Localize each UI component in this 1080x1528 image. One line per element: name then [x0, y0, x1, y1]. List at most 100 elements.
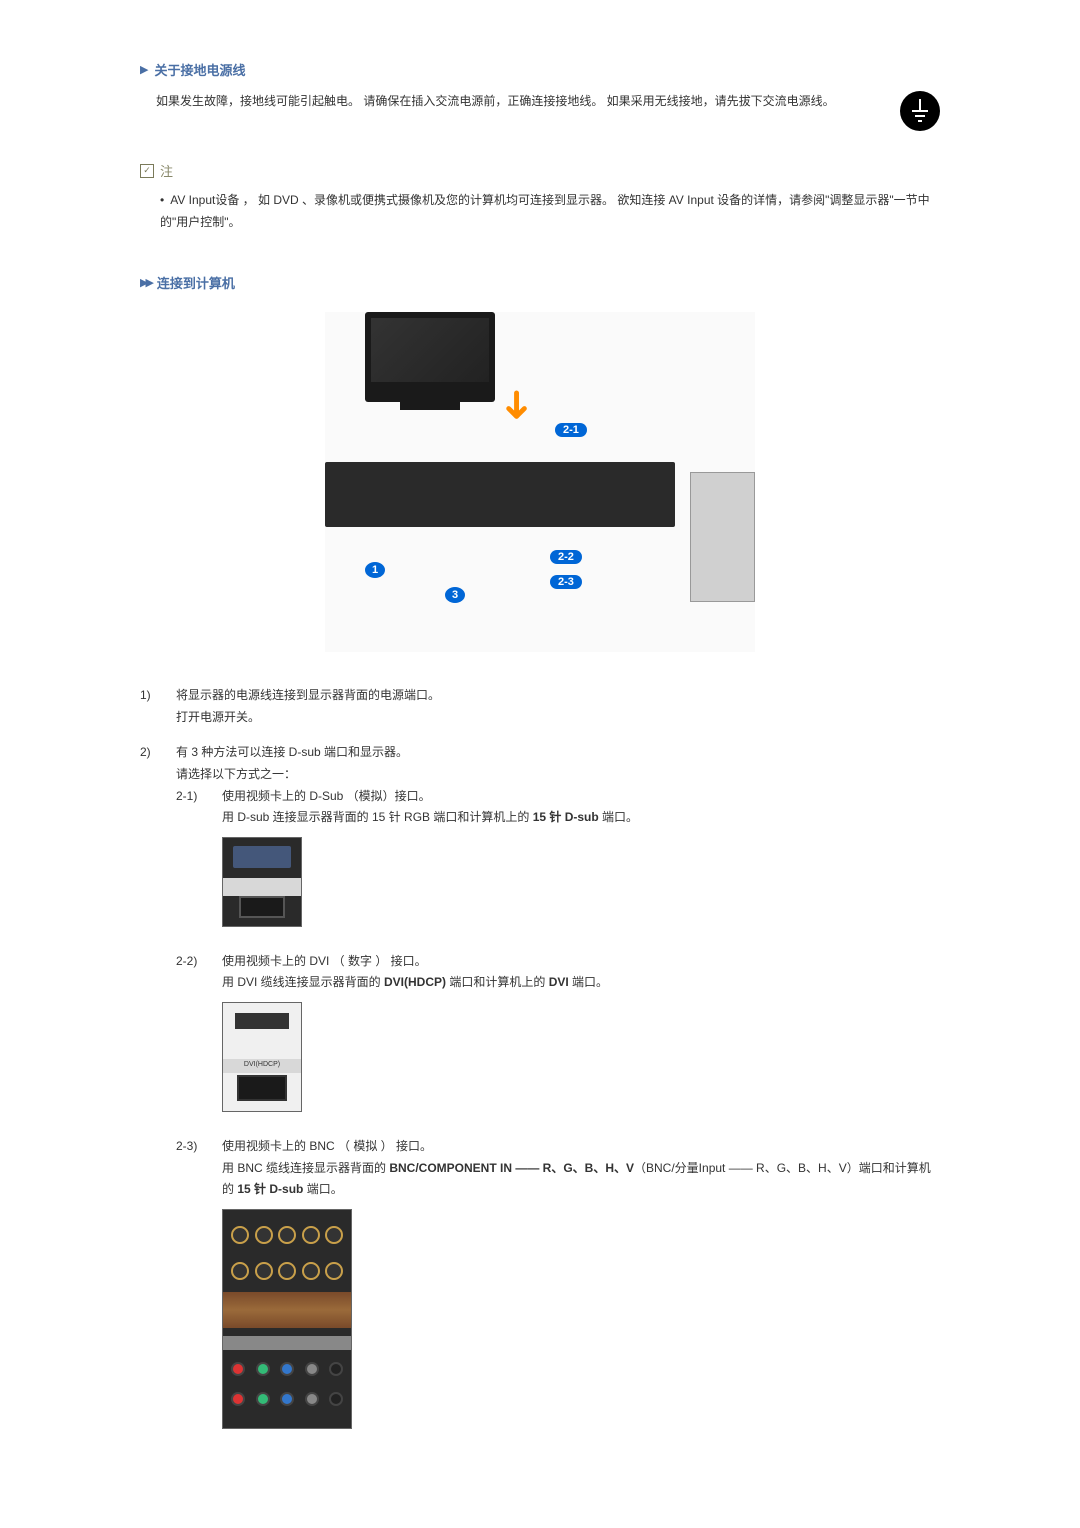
orange-arrow-icon: ➜ [494, 388, 540, 422]
substep-item: 2-2) 使用视频卡上的 DVI （ 数字 ） 接口。 用 DVI 缆线连接显示… [176, 951, 940, 1122]
substep-body: 使用视频卡上的 D-Sub （模拟）接口。 用 D-sub 连接显示器背面的 1… [222, 786, 940, 937]
callout-label: 1 [365, 562, 385, 578]
note-header: ✓ 注 [140, 161, 940, 180]
bnc-dot-green [256, 1392, 270, 1406]
bnc-color-row [231, 1388, 343, 1410]
bnc-connector-icon [278, 1262, 296, 1280]
text-span: 端口。 [599, 810, 638, 824]
bnc-mid-strip [223, 1292, 351, 1328]
substep-number: 2-2) [176, 951, 222, 1122]
text-span: 用 DVI 缆线连接显示器背面的 [222, 975, 384, 989]
check-box-icon: ✓ [140, 164, 154, 178]
bnc-dot-blue [280, 1362, 294, 1376]
connector-shape [235, 1013, 289, 1029]
substep-item: 2-1) 使用视频卡上的 D-Sub （模拟）接口。 用 D-sub 连接显示器… [176, 786, 940, 937]
note-text: AV Input设备 ， 如 DVD 、录像机或便携式摄像机及您的计算机均可连接… [160, 193, 930, 229]
bnc-connector-icon [231, 1226, 249, 1244]
steps-list: 1) 将显示器的电源线连接到显示器背面的电源端口。 打开电源开关。 2) 有 3… [140, 685, 940, 1443]
bnc-dot-dark [329, 1362, 343, 1376]
dvi-port-graphic: DVI(HDCP) [222, 1002, 302, 1112]
step-text: 有 3 种方法可以连接 D-sub 端口和显示器。 [176, 742, 940, 764]
substep-text: 用 BNC 缆线连接显示器背面的 BNC/COMPONENT IN —— R、G… [222, 1158, 940, 1201]
step-body: 将显示器的电源线连接到显示器背面的电源端口。 打开电源开关。 [176, 685, 940, 728]
text-span: 用 BNC 缆线连接显示器背面的 [222, 1161, 389, 1175]
substep-body: 使用视频卡上的 DVI （ 数字 ） 接口。 用 DVI 缆线连接显示器背面的 … [222, 951, 940, 1122]
monitor-screen [371, 318, 489, 382]
page-content: ▶ 关于接地电源线 如果发生故障，接地线可能引起触电。 请确保在插入交流电源前，… [0, 0, 1080, 1517]
label-22: 2-2 [550, 550, 582, 564]
port-shape [237, 1075, 287, 1101]
connect-section: ▶▶ 连接到计算机 ➜ 2-1 2-2 2-3 1 3 1) [140, 273, 940, 1443]
bnc-row [231, 1256, 343, 1286]
note-title: 注 [160, 161, 173, 180]
substeps-list: 2-1) 使用视频卡上的 D-Sub （模拟）接口。 用 D-sub 连接显示器… [176, 786, 940, 1429]
step-body: 有 3 种方法可以连接 D-sub 端口和显示器。 请选择以下方式之一： 2-1… [176, 742, 940, 1442]
bnc-dot-dark [329, 1392, 343, 1406]
substep-item: 2-3) 使用视频卡上的 BNC （ 模拟 ） 接口。 用 BNC 缆线连接显示… [176, 1136, 940, 1429]
label-21: 2-1 [555, 423, 587, 437]
bnc-row [231, 1220, 343, 1250]
bnc-label-strip [223, 1336, 351, 1350]
section-header-ground: ▶ 关于接地电源线 [140, 60, 940, 79]
bnc-connector-icon [325, 1262, 343, 1280]
bnc-dot-gray [305, 1362, 319, 1376]
substep-text: 使用视频卡上的 BNC （ 模拟 ） 接口。 [222, 1136, 940, 1158]
bold-text: BNC/COMPONENT IN —— R、G、B、H、V [389, 1161, 634, 1175]
callout-label: 3 [445, 587, 465, 603]
step-number: 2) [140, 742, 176, 1442]
label-23: 2-3 [550, 575, 582, 589]
label-3: 3 [445, 587, 465, 603]
text-span: 用 D-sub 连接显示器背面的 15 针 RGB 端口和计算机上的 [222, 810, 533, 824]
substep-body: 使用视频卡上的 BNC （ 模拟 ） 接口。 用 BNC 缆线连接显示器背面的 … [222, 1136, 940, 1429]
connector-shape [233, 846, 291, 868]
bnc-dot-gray [305, 1392, 319, 1406]
substep-text: 用 D-sub 连接显示器背面的 15 针 RGB 端口和计算机上的 15 针 … [222, 807, 940, 829]
bnc-connector-icon [278, 1226, 296, 1244]
bnc-dot-green [256, 1362, 270, 1376]
section-body-ground: 如果发生故障，接地线可能引起触电。 请确保在插入交流电源前，正确连接接地线。 如… [140, 91, 940, 131]
bnc-connector-icon [255, 1226, 273, 1244]
step-text: 将显示器的电源线连接到显示器背面的电源端口。 [176, 685, 940, 707]
port-label-strip [223, 878, 301, 896]
triangle-right-icon: ▶ [140, 63, 148, 76]
text-span: 端口。 [569, 975, 608, 989]
monitor-graphic [365, 312, 495, 402]
rear-panel-graphic [325, 462, 675, 527]
label-1: 1 [365, 562, 385, 578]
step-text: 打开电源开关。 [176, 707, 940, 729]
bnc-dot-blue [280, 1392, 294, 1406]
double-arrow-icon: ▶▶ [140, 276, 151, 289]
ground-row: 如果发生故障，接地线可能引起触电。 请确保在插入交流电源前，正确连接接地线。 如… [156, 91, 940, 131]
step-item: 2) 有 3 种方法可以连接 D-sub 端口和显示器。 请选择以下方式之一： … [140, 742, 940, 1442]
bnc-connector-icon [302, 1262, 320, 1280]
text-span: 端口。 [303, 1182, 342, 1196]
substep-text: 使用视频卡上的 DVI （ 数字 ） 接口。 [222, 951, 940, 973]
step-item: 1) 将显示器的电源线连接到显示器背面的电源端口。 打开电源开关。 [140, 685, 940, 728]
bold-text: DVI(HDCP) [384, 975, 446, 989]
pc-tower-graphic [690, 472, 755, 602]
bold-text: DVI [549, 975, 569, 989]
bullet-icon: • [160, 193, 164, 207]
bnc-dot-red [231, 1362, 245, 1376]
connection-diagram: ➜ 2-1 2-2 2-3 1 3 [140, 312, 940, 655]
substep-number: 2-1) [176, 786, 222, 937]
bnc-color-row [231, 1358, 343, 1380]
section-title-connect: 连接到计算机 [157, 273, 235, 292]
ground-text: 如果发生故障，接地线可能引起触电。 请确保在插入交流电源前，正确连接接地线。 如… [156, 91, 900, 113]
port-shape [239, 896, 285, 918]
section-title: 关于接地电源线 [154, 60, 245, 79]
dsub-port-graphic [222, 837, 302, 927]
diagram-placeholder: ➜ 2-1 2-2 2-3 1 3 [325, 312, 755, 652]
text-span: 端口和计算机上的 [446, 975, 549, 989]
step-number: 1) [140, 685, 176, 728]
ground-icon [900, 91, 940, 131]
bnc-connector-icon [255, 1262, 273, 1280]
bold-text: 15 针 D-sub [533, 810, 599, 824]
bold-text: 15 针 D-sub [237, 1182, 303, 1196]
bnc-connector-icon [302, 1226, 320, 1244]
bnc-connector-icon [231, 1262, 249, 1280]
substep-number: 2-3) [176, 1136, 222, 1429]
bnc-port-graphic [222, 1209, 352, 1429]
section-header-connect: ▶▶ 连接到计算机 [140, 273, 940, 292]
note-body: •AV Input设备 ， 如 DVD 、录像机或便携式摄像机及您的计算机均可连… [140, 190, 940, 233]
